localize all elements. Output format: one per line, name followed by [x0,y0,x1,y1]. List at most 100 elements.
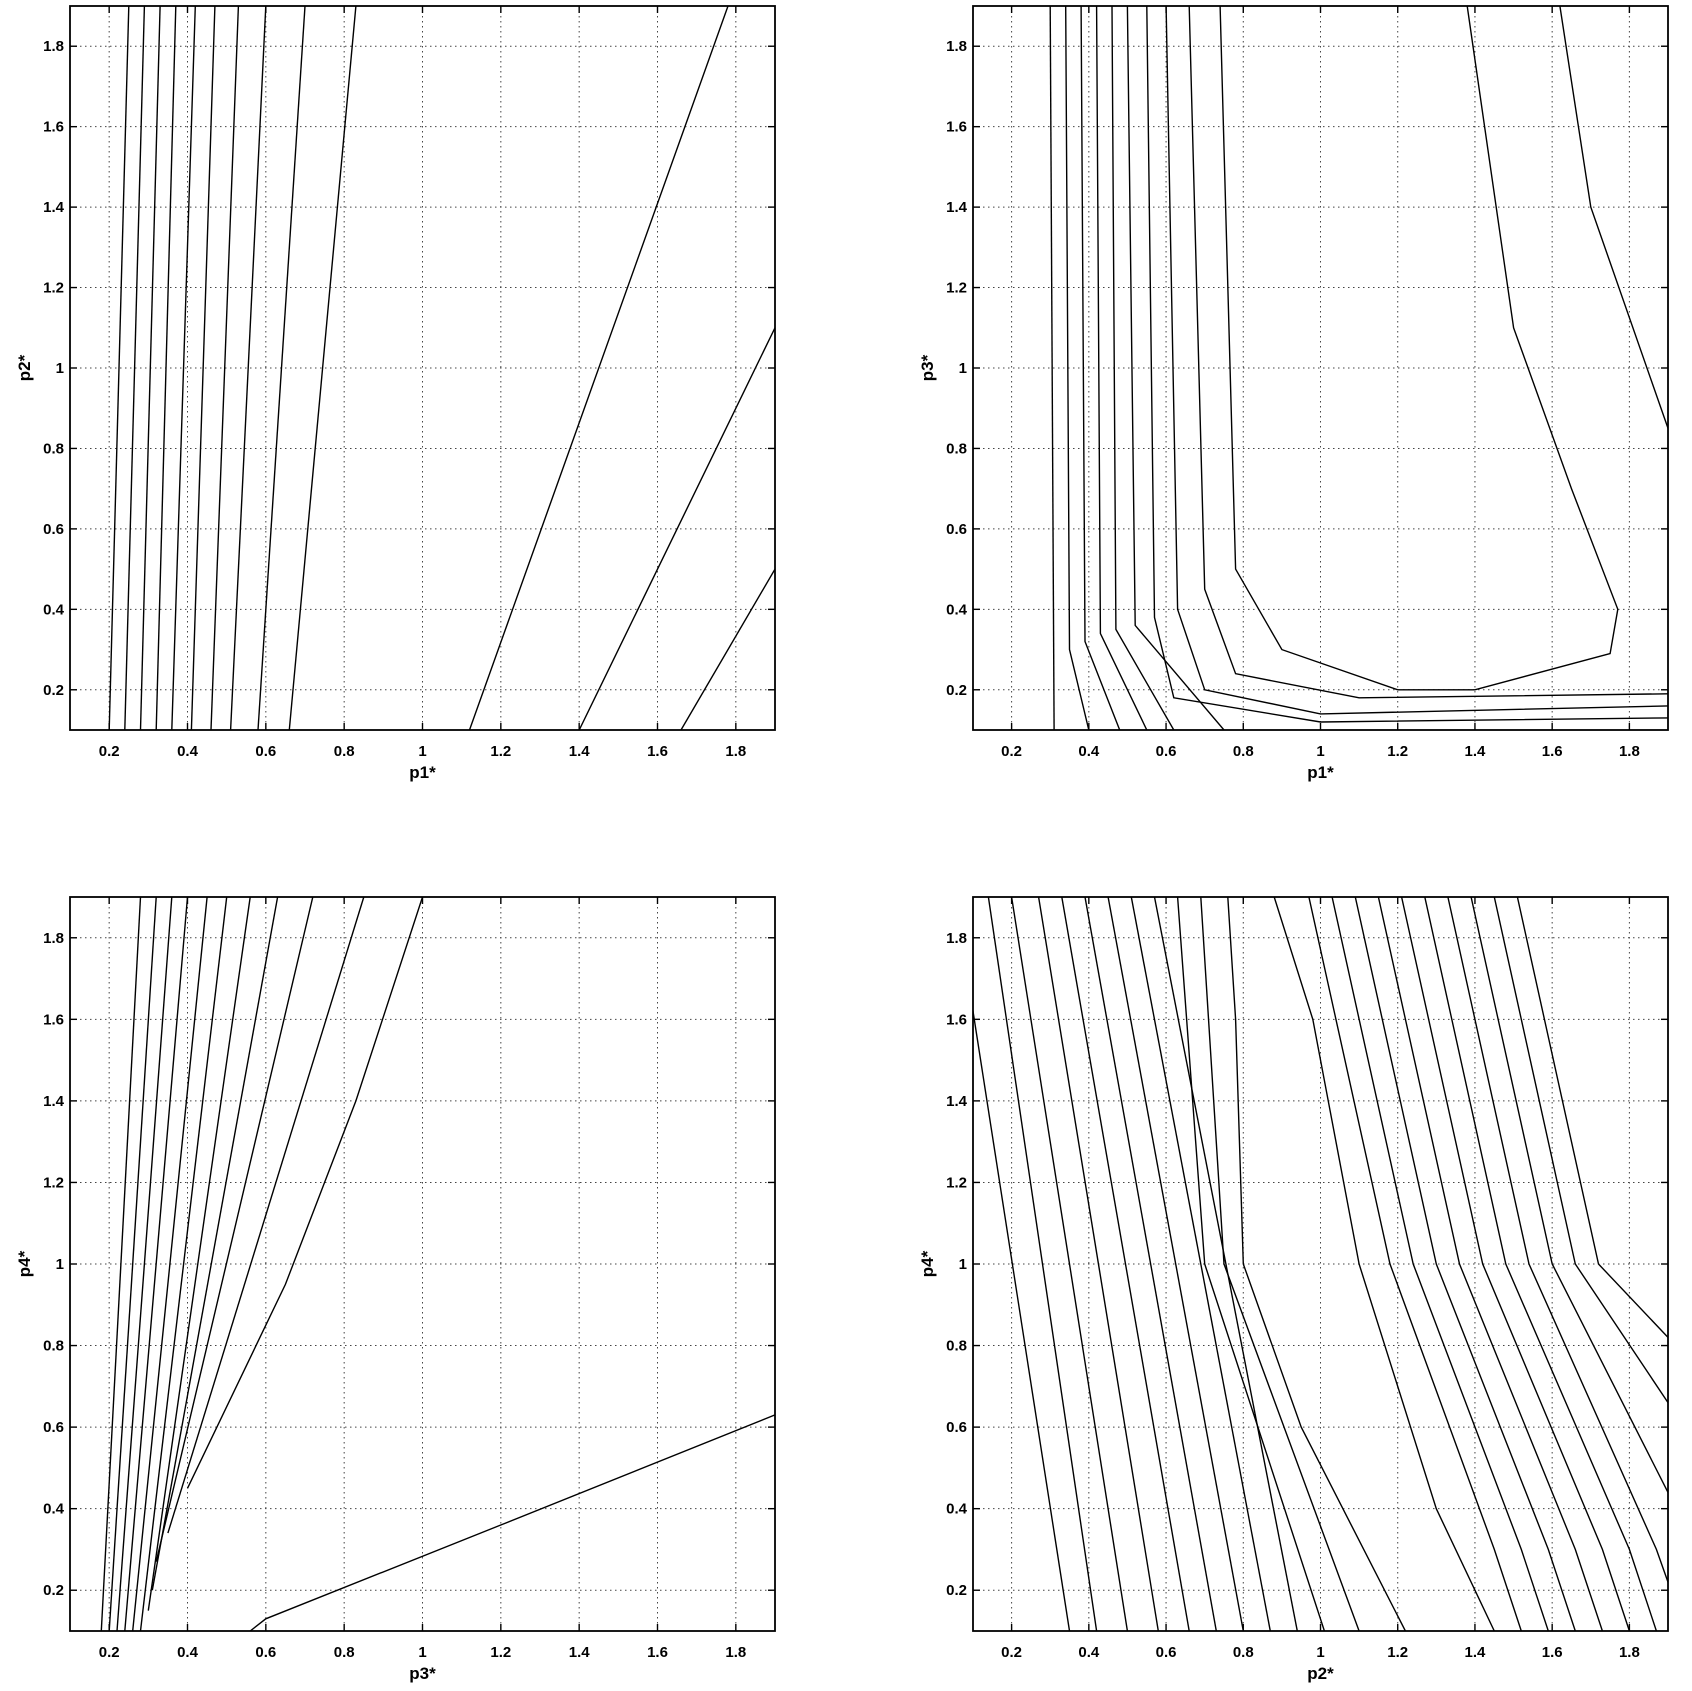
panel-4-contour-line [987,897,1098,1631]
panel-1-contour-line [155,6,177,730]
panel-2-y-tick-label: 0.8 [946,440,967,457]
panel-2-x-tick-label: 1 [1316,743,1324,760]
panel-1-x-tick-label: 1 [418,743,426,760]
panel-2-y-tick-label: 1.8 [946,38,967,55]
panel-3-y-tick-label: 1.6 [43,1011,64,1028]
panel-2-x-tick-label: 0.6 [1156,743,1177,760]
panel-1-y-tick-label: 0.8 [43,440,64,457]
panel-1-contour-line [139,6,161,730]
panel-3-y-axis-label: p4* [15,1250,34,1277]
panel-3-y-tick-label: 1.2 [43,1174,64,1191]
panel-4-y-tick-label: 0.2 [946,1582,967,1599]
panel-2-x-tick-label: 1.4 [1465,743,1487,760]
contour-panel-bottom-right: 0.2 0.4 0.6 0.8 1 1.2 1.4 1.6 1.8 0.2 0.4 0.6 0.8 1 1.… [918,896,1669,1683]
panel-2-contour-line [1188,6,1668,699]
panel-3-y-tick-label: 0.4 [43,1501,65,1518]
panel-3-contour-line [108,897,157,1631]
panel-1-x-axis-label: p1* [409,763,436,782]
panel-3-contour-line [124,897,189,1631]
panel-4-contour-line [1010,897,1129,1631]
panel-2-contour-line [1559,6,1668,429]
panel-4-y-tick-label: 1.6 [946,1011,967,1028]
contour-panel-bottom-left: 0.2 0.4 0.6 0.8 1 1.2 1.4 1.6 1.8 0.2 0.4 0.6 0.8 1 1.… [15,896,776,1683]
panel-3-x-tick-label: 0.6 [255,1644,276,1661]
panel-4-x-tick-label: 0.8 [1233,1644,1254,1661]
panel-2-y-tick-label: 1 [959,360,967,377]
panel-3-x-tick-label: 1.8 [725,1644,746,1661]
panel-3-contour-line [186,897,424,1489]
panel-4-contour-line [1447,897,1668,1583]
panel-4-y-tick-label: 0.6 [946,1419,967,1436]
panel-4-contour-line [973,1011,1071,1631]
panel-2-x-tick-label: 0.8 [1233,743,1254,760]
panel-1-y-tick-label: 1.4 [43,199,65,216]
panel-2-x-tick-label: 0.4 [1078,743,1100,760]
panel-3-contour-line [116,897,173,1631]
panel-3-y-tick-label: 1 [56,1256,64,1273]
panel-2-x-tick-label: 1.6 [1542,743,1563,760]
panel-2-y-tick-label: 1.4 [946,199,968,216]
panel-4-contour-line [1037,897,1159,1631]
panel-2-x-tick-label: 1.2 [1387,743,1408,760]
panel-2-contours [1049,6,1668,730]
panel-2-x-tick-label: 1.8 [1619,743,1640,760]
panel-4-contour-line [1424,897,1658,1631]
panel-2-y-axis-label: p3* [918,354,937,381]
panel-4-contour-line [1493,897,1668,1403]
panel-1-y-tick-label: 0.4 [43,601,65,618]
panel-2-y-tick-label: 1.6 [946,119,967,136]
panel-3-contour-line [100,897,142,1631]
panel-3-x-tick-label: 1.2 [490,1644,511,1661]
panel-1-contour-line [108,6,130,730]
panel-4-contour-line [1516,897,1668,1338]
panel-4-contours [973,897,1668,1631]
contour-panel-top-right: 0.2 0.4 0.6 0.8 1 1.2 1.4 1.6 1.8 0.2 0.4 0.6 0.8 1 1.… [918,5,1669,782]
contour-panel-top-left: 0.2 0.4 0.6 0.8 1 1.2 1.4 1.6 1.8 0.2 0.4 0.6 0.8 1 1.… [15,5,776,782]
panel-1-contour-line [680,568,775,730]
panel-2-contour-line [1146,6,1668,723]
panel-1-x-tick-label: 0.6 [255,743,276,760]
panel-4-contour-line [1176,897,1326,1631]
panel-1-contour-line [190,6,216,730]
panel-1-x-tick-label: 0.8 [334,743,355,760]
panel-4-x-tick-label: 1.8 [1619,1644,1640,1661]
panel-4-y-tick-label: 1.8 [946,930,967,947]
panel-1-x-tick-label: 1.6 [647,743,668,760]
panel-4-contour-line [1107,897,1244,1631]
panel-4-contour-line [1084,897,1217,1631]
panel-3-contour-line [147,897,251,1611]
panel-1-y-tick-label: 1.8 [43,38,64,55]
panel-4-contour-line [1153,897,1298,1631]
panel-1-contour-line [229,6,267,730]
panel-3-y-tick-label: 1.8 [43,930,64,947]
panel-3-contour-line [155,897,314,1562]
panel-3-contours [100,897,775,1631]
panel-4-contour-line [1130,897,1271,1631]
panel-3-contour-line [249,1414,775,1631]
panel-4-x-tick-label: 0.6 [1156,1644,1177,1661]
panel-3-x-tick-label: 1.4 [569,1644,591,1661]
panel-2-y-tick-label: 1.2 [946,280,967,297]
panel-4-y-tick-label: 1 [959,1256,967,1273]
panel-1-contour-line [288,6,357,730]
panel-2-x-axis-label: p1* [1307,763,1334,782]
panel-3-y-tick-label: 0.8 [43,1338,64,1355]
panel-2-contour-line [1049,6,1055,730]
panel-1-y-axis-label: p2* [15,354,34,381]
panel-3-x-axis-label: p3* [409,1664,436,1683]
panel-3-x-tick-label: 1 [418,1644,426,1661]
panel-4-x-tick-label: 1.4 [1465,1644,1487,1661]
panel-4-y-tick-label: 0.8 [946,1338,967,1355]
panel-4-contour-line [1470,897,1668,1493]
panel-2-contour-line [1065,6,1090,730]
panel-2-contour-line [1219,6,1619,691]
panel-1-contour-line [468,6,729,730]
panel-1-x-tick-label: 1.8 [725,743,746,760]
panel-3-contour-line [132,897,208,1631]
panel-4-x-tick-label: 1.6 [1542,1644,1563,1661]
panel-2-contour-line [1165,6,1668,715]
panel-2-y-tick-label: 0.6 [946,521,967,538]
panel-4-x-tick-label: 0.4 [1078,1644,1100,1661]
panel-2-contour-line [1111,6,1175,730]
